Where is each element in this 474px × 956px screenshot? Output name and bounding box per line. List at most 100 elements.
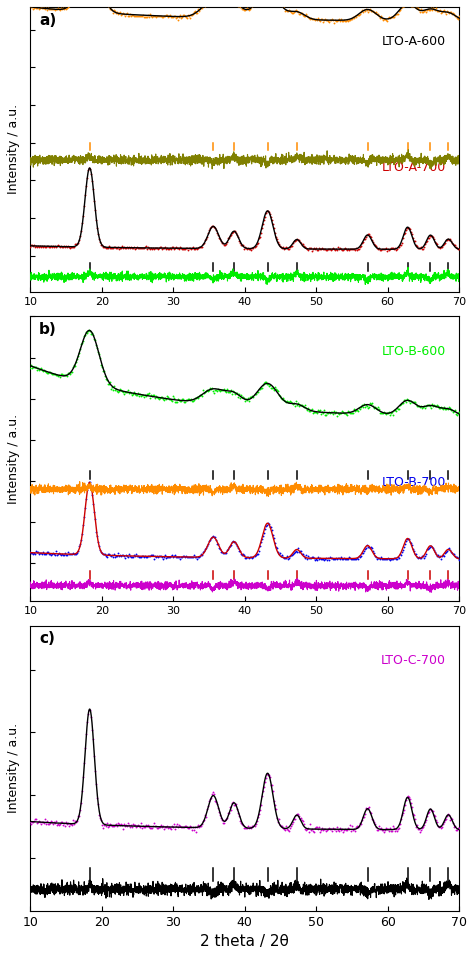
Point (196, 239, 203, 254)
Point (273, 0, 281, 8)
Point (324, 405, 331, 421)
Point (38, 238, 46, 253)
Point (368, 232, 375, 248)
Point (224, 234, 231, 250)
Point (174, 12, 182, 28)
Point (91, 333, 99, 348)
Point (397, 397, 404, 412)
Point (440, 3, 447, 18)
Point (323, 553, 330, 568)
Point (372, 550, 379, 565)
Point (260, 525, 267, 540)
Point (113, 549, 120, 564)
Point (178, 819, 185, 835)
Point (145, 8, 152, 23)
Point (350, 11, 357, 26)
Point (277, 390, 284, 405)
Point (417, 2, 424, 17)
Point (364, 227, 371, 242)
Point (351, 9, 358, 24)
Point (108, 240, 115, 255)
Point (339, 404, 346, 420)
Point (80, 333, 87, 348)
Point (84, 478, 92, 493)
Point (390, 820, 397, 836)
Point (224, 381, 231, 397)
Point (109, 6, 117, 21)
Point (91, 193, 98, 208)
Point (195, 549, 202, 564)
Point (421, 236, 428, 251)
Point (363, 3, 370, 18)
Point (370, 5, 377, 20)
Point (123, 817, 130, 833)
Point (357, 816, 365, 832)
Point (295, 545, 302, 560)
Point (343, 242, 350, 257)
Point (240, 547, 247, 562)
Point (373, 822, 380, 837)
Point (82, 187, 89, 203)
Point (304, 820, 311, 836)
Point (214, 796, 221, 812)
Point (53, 239, 60, 254)
Point (241, 390, 248, 405)
Point (101, 369, 109, 384)
Point (444, 4, 451, 19)
Point (393, 6, 401, 21)
Point (333, 243, 340, 258)
Point (387, 551, 394, 566)
Point (397, 237, 404, 252)
Point (180, 242, 187, 257)
Point (271, 380, 278, 395)
Point (95, 796, 102, 812)
Point (419, 399, 427, 414)
Point (160, 240, 167, 255)
Point (429, 229, 437, 245)
Point (140, 818, 147, 834)
Point (337, 11, 344, 26)
Point (27, 237, 35, 252)
Point (420, 3, 428, 18)
Point (263, 204, 270, 219)
Point (313, 406, 320, 422)
Point (70, 813, 77, 828)
Point (260, 780, 267, 795)
Point (431, 545, 438, 560)
Point (266, 378, 273, 393)
Point (207, 532, 214, 548)
Point (435, 819, 442, 835)
Point (200, 545, 207, 560)
Point (231, 533, 238, 549)
Point (281, 3, 288, 18)
Point (34, 0, 41, 15)
Point (395, 240, 402, 255)
Point (311, 12, 319, 28)
Point (346, 817, 353, 833)
Point (231, 797, 238, 813)
Point (252, 0, 259, 11)
Point (380, 242, 387, 257)
Point (140, 8, 147, 23)
Point (299, 814, 306, 829)
Point (137, 815, 145, 831)
Point (333, 13, 340, 29)
Point (137, 9, 145, 24)
Point (63, 367, 70, 382)
Point (192, 550, 200, 565)
Point (111, 4, 119, 19)
Point (338, 242, 346, 257)
Point (455, 404, 463, 420)
Point (74, 348, 82, 363)
Point (154, 549, 161, 564)
Point (324, 551, 331, 566)
Point (305, 240, 312, 255)
Point (346, 12, 353, 28)
Point (128, 819, 136, 835)
Point (44, 545, 51, 560)
Point (137, 549, 144, 564)
Point (387, 823, 394, 838)
Point (278, 548, 285, 563)
Point (380, 11, 387, 27)
Point (155, 391, 163, 406)
